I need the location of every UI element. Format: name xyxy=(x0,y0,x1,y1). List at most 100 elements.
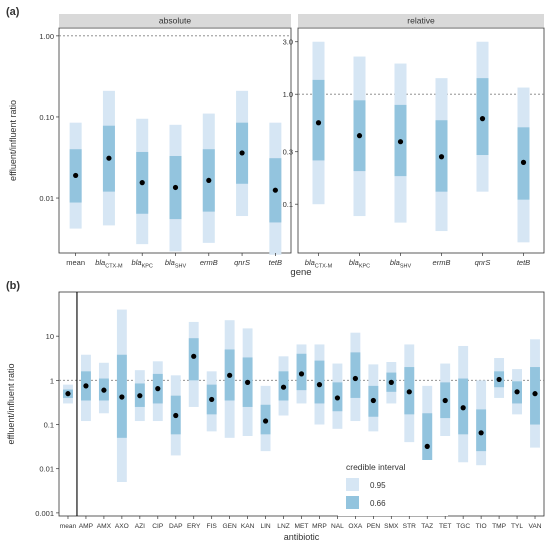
median-point xyxy=(397,139,404,145)
x-tick-label: ermB xyxy=(200,258,218,267)
x-tick-label: blaCTX-M xyxy=(95,258,123,270)
median-point xyxy=(73,172,79,179)
median-point xyxy=(245,379,251,385)
legend-swatch xyxy=(346,496,359,509)
median-point xyxy=(191,353,197,359)
median-point xyxy=(478,430,484,436)
panel-frame xyxy=(58,291,545,517)
x-tick-label: MET xyxy=(295,523,309,530)
median-point xyxy=(280,384,287,390)
y-tick-label: 1.00 xyxy=(39,32,54,41)
x-tick-label: LNZ xyxy=(277,523,289,530)
x-tick-label: TIO xyxy=(476,523,487,530)
median-point xyxy=(406,389,412,395)
y-tick-label: 0.10 xyxy=(39,113,54,122)
facet-label: relative xyxy=(407,16,435,26)
panel-tag: (b) xyxy=(6,280,20,292)
median-point xyxy=(438,154,445,160)
y-axis-title: effluent/influent ratio xyxy=(6,364,16,445)
x-tick-label: PEN xyxy=(367,523,381,530)
median-point xyxy=(424,443,430,449)
panel-frame xyxy=(297,27,545,254)
x-axis-title: antibiotic xyxy=(284,532,320,542)
median-point xyxy=(298,371,305,377)
median-point xyxy=(496,376,502,383)
y-tick-label: 0.1 xyxy=(44,421,54,430)
median-point xyxy=(356,133,363,139)
x-tick-label: FIS xyxy=(207,523,218,530)
median-point xyxy=(442,397,448,404)
x-tick-label: DAP xyxy=(169,523,183,530)
x-tick-label: GEN xyxy=(222,523,237,530)
median-point xyxy=(172,184,179,191)
ci66-bar xyxy=(314,360,325,404)
ci66-bar xyxy=(312,79,325,161)
x-tick-label: qnrS xyxy=(475,258,491,267)
y-tick-label: 1.0 xyxy=(283,90,293,99)
y-tick-label: 0.3 xyxy=(283,148,293,157)
x-tick-label: AXO xyxy=(115,523,129,530)
median-point xyxy=(227,372,233,378)
facet-strip xyxy=(59,14,291,27)
x-tick-label: STR xyxy=(403,523,416,530)
y-tick-label: 0.01 xyxy=(39,194,54,203)
x-tick-label: mean xyxy=(60,523,77,530)
median-point xyxy=(155,386,161,392)
x-tick-label: MRP xyxy=(312,523,327,530)
median-point xyxy=(352,375,358,382)
x-tick-label: SMX xyxy=(384,523,399,530)
x-tick-label: NAL xyxy=(331,523,344,530)
panel-tag: (a) xyxy=(6,6,20,18)
y-tick-label: 3.0 xyxy=(283,38,293,47)
x-tick-label: TGC xyxy=(456,523,470,530)
median-point xyxy=(262,418,269,424)
x-tick-label: blaKPC xyxy=(132,258,153,270)
y-axis-title: effluent/influent ratio xyxy=(8,100,18,181)
legend-label: 0.95 xyxy=(370,481,386,490)
x-tick-label: LIN xyxy=(260,523,270,530)
x-tick-label: TAZ xyxy=(421,523,433,530)
median-point xyxy=(209,396,215,403)
median-point xyxy=(206,177,212,184)
facet-label: absolute xyxy=(159,16,191,26)
median-point xyxy=(139,180,145,186)
legend-label: 0.66 xyxy=(370,499,386,508)
x-tick-label: blaSHV xyxy=(165,258,187,270)
y-tick-label: 0.1 xyxy=(283,200,293,209)
y-tick-label: 0.001 xyxy=(35,509,54,518)
x-tick-label: tetB xyxy=(269,258,282,267)
median-point xyxy=(388,379,394,385)
median-point xyxy=(119,394,125,400)
x-tick-label: TET xyxy=(439,523,451,530)
x-tick-label: OXA xyxy=(348,523,363,530)
legend-title: credible interval xyxy=(346,462,406,472)
x-tick-label: CIP xyxy=(152,523,164,530)
x-tick-label: AMP xyxy=(79,523,94,530)
x-tick-label: blaCTX-M xyxy=(305,258,333,270)
x-tick-label: TYL xyxy=(511,523,523,530)
median-point xyxy=(173,412,179,419)
y-tick-label: 10 xyxy=(46,332,54,341)
median-point xyxy=(514,389,520,395)
median-point xyxy=(520,159,527,165)
median-point xyxy=(239,150,245,156)
x-tick-label: AMX xyxy=(97,523,112,530)
x-tick-label: qnrS xyxy=(234,258,250,267)
facet-strip xyxy=(298,14,544,27)
ci66-bar xyxy=(188,338,199,381)
x-tick-label: ERY xyxy=(187,523,201,530)
median-point xyxy=(137,393,143,399)
x-tick-label: blaKPC xyxy=(349,258,370,270)
x-tick-label: TMP xyxy=(492,523,507,530)
y-tick-label: 0.01 xyxy=(39,465,54,474)
x-axis-title-top: gene xyxy=(290,267,311,278)
x-tick-label: VAN xyxy=(528,523,541,530)
median-point xyxy=(315,120,322,126)
median-point xyxy=(106,155,112,161)
x-tick-label: ermB xyxy=(433,258,451,267)
median-point xyxy=(460,405,466,411)
x-tick-label: tetB xyxy=(517,258,530,267)
median-point xyxy=(532,391,538,397)
median-point xyxy=(370,397,376,404)
